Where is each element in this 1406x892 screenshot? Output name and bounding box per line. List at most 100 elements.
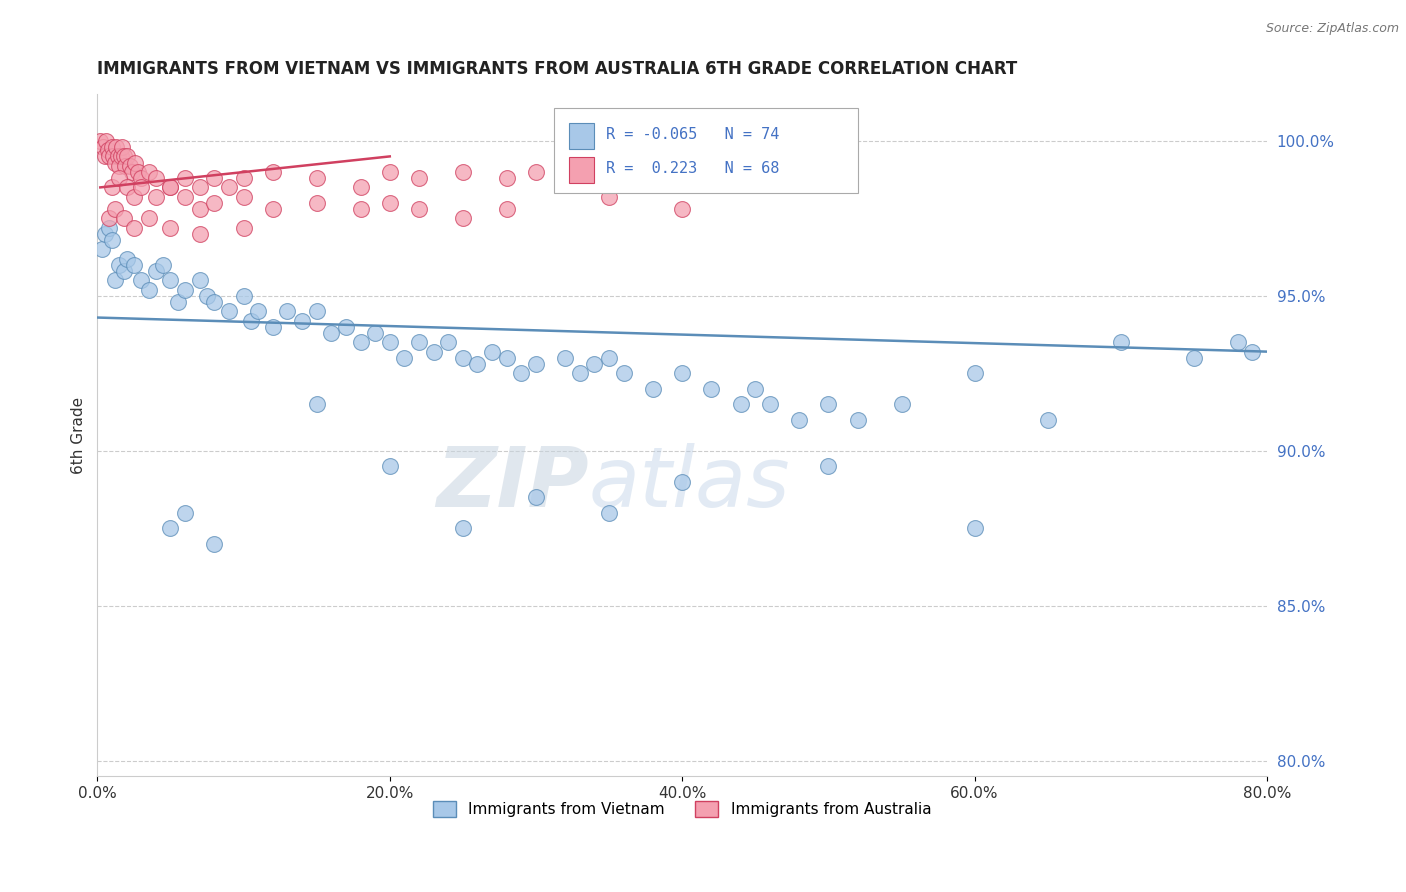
Point bbox=[378, 335, 401, 350]
Text: R =  0.223   N = 68: R = 0.223 N = 68 bbox=[606, 161, 779, 177]
Point bbox=[159, 521, 181, 535]
Text: Source: ZipAtlas.com: Source: ZipAtlas.com bbox=[1265, 22, 1399, 36]
Point bbox=[481, 344, 503, 359]
Point bbox=[291, 313, 314, 327]
Point bbox=[159, 180, 181, 194]
Point bbox=[232, 190, 254, 204]
FancyBboxPatch shape bbox=[569, 123, 595, 149]
Point bbox=[103, 149, 125, 163]
Point bbox=[127, 165, 149, 179]
Point bbox=[305, 397, 328, 411]
Point bbox=[159, 273, 181, 287]
Point bbox=[568, 367, 591, 381]
Point bbox=[787, 413, 810, 427]
Point bbox=[129, 180, 152, 194]
Point bbox=[598, 506, 620, 520]
Point bbox=[115, 149, 138, 163]
Point bbox=[121, 165, 143, 179]
Point bbox=[817, 459, 839, 474]
Point bbox=[321, 326, 343, 340]
Point bbox=[159, 180, 181, 194]
Point bbox=[98, 211, 121, 226]
Point bbox=[108, 171, 131, 186]
Point bbox=[451, 165, 474, 179]
Point bbox=[174, 283, 197, 297]
Point bbox=[111, 140, 134, 154]
Point bbox=[124, 155, 146, 169]
Point bbox=[451, 351, 474, 365]
Point bbox=[145, 171, 167, 186]
Point bbox=[467, 357, 489, 371]
Point bbox=[188, 227, 211, 241]
Point bbox=[1182, 351, 1205, 365]
Point bbox=[112, 149, 135, 163]
Point bbox=[378, 195, 401, 210]
Point bbox=[159, 220, 181, 235]
Point bbox=[232, 220, 254, 235]
Point bbox=[195, 289, 218, 303]
Point bbox=[495, 171, 517, 186]
Point bbox=[105, 140, 128, 154]
Point bbox=[671, 165, 693, 179]
Point bbox=[744, 382, 766, 396]
Point bbox=[247, 304, 270, 318]
Point bbox=[91, 140, 114, 154]
Point bbox=[378, 459, 401, 474]
Point bbox=[394, 351, 416, 365]
Point bbox=[671, 202, 693, 216]
Point bbox=[145, 264, 167, 278]
Point bbox=[613, 367, 636, 381]
Point bbox=[422, 344, 444, 359]
Point bbox=[671, 367, 693, 381]
Point bbox=[583, 357, 606, 371]
Point bbox=[378, 165, 401, 179]
FancyBboxPatch shape bbox=[554, 108, 858, 194]
Point bbox=[94, 134, 117, 148]
Point bbox=[1036, 413, 1059, 427]
Point bbox=[408, 335, 430, 350]
Point bbox=[138, 165, 160, 179]
Point bbox=[202, 295, 225, 310]
Text: atlas: atlas bbox=[589, 442, 790, 524]
Point bbox=[1226, 335, 1249, 350]
Text: ZIP: ZIP bbox=[436, 442, 589, 524]
Point bbox=[451, 521, 474, 535]
Point bbox=[202, 195, 225, 210]
Point bbox=[174, 171, 197, 186]
Point bbox=[115, 180, 138, 194]
Point bbox=[641, 382, 664, 396]
Point bbox=[104, 202, 127, 216]
Point bbox=[730, 397, 752, 411]
Point bbox=[276, 304, 298, 318]
Point bbox=[305, 304, 328, 318]
Point bbox=[817, 397, 839, 411]
Point bbox=[129, 171, 152, 186]
Point bbox=[262, 202, 284, 216]
Point bbox=[108, 159, 131, 173]
Point bbox=[598, 159, 620, 173]
Point bbox=[495, 351, 517, 365]
Point bbox=[232, 171, 254, 186]
Y-axis label: 6th Grade: 6th Grade bbox=[72, 397, 86, 474]
Point bbox=[671, 475, 693, 489]
Point bbox=[122, 220, 145, 235]
Point bbox=[262, 165, 284, 179]
Point bbox=[112, 264, 135, 278]
Point bbox=[108, 258, 131, 272]
Point bbox=[349, 180, 371, 194]
FancyBboxPatch shape bbox=[569, 157, 595, 183]
Point bbox=[101, 140, 124, 154]
Text: R = -0.065   N = 74: R = -0.065 N = 74 bbox=[606, 128, 779, 142]
Point bbox=[174, 190, 197, 204]
Point bbox=[89, 134, 111, 148]
Point bbox=[138, 211, 160, 226]
Point bbox=[364, 326, 387, 340]
Point bbox=[524, 357, 547, 371]
Point bbox=[145, 190, 167, 204]
Point bbox=[122, 258, 145, 272]
Point bbox=[1241, 344, 1264, 359]
Point bbox=[554, 351, 576, 365]
Point bbox=[963, 521, 986, 535]
Point bbox=[122, 190, 145, 204]
Point bbox=[115, 252, 138, 266]
